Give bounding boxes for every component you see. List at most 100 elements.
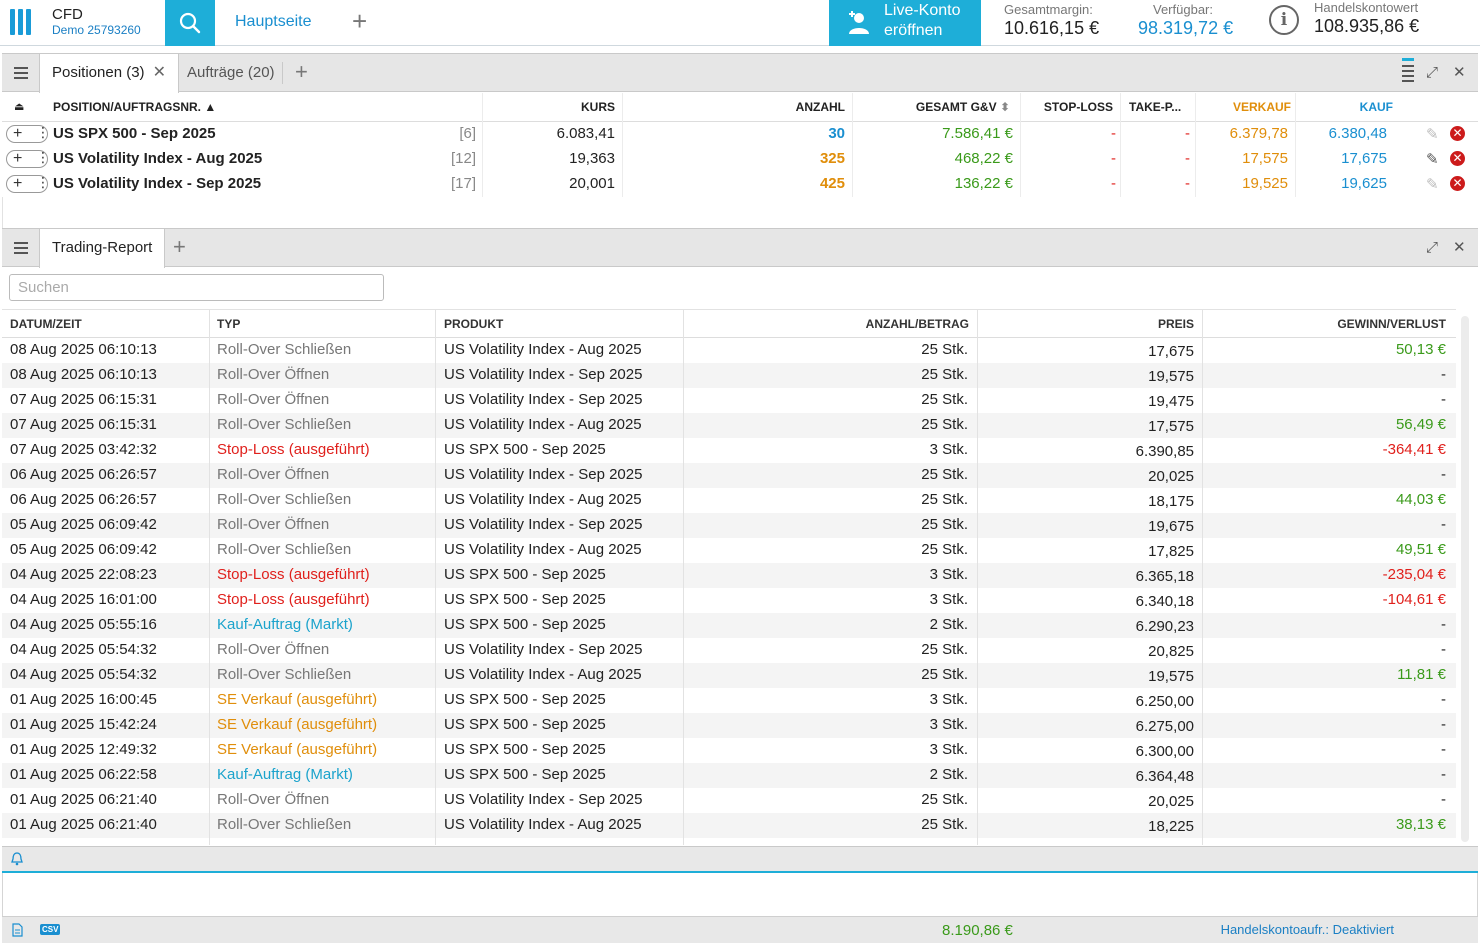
row-product: US SPX 500 - Sep 2025 bbox=[444, 741, 606, 758]
position-name[interactable]: US Volatility Index - Aug 2025 bbox=[53, 150, 263, 167]
report-row[interactable]: 04 Aug 2025 16:01:00 Stop-Loss (ausgeführ… bbox=[2, 588, 1456, 613]
row-product: US SPX 500 - Sep 2025 bbox=[444, 441, 606, 458]
col-product[interactable]: PRODUKT bbox=[444, 317, 504, 331]
report-row[interactable]: 04 Aug 2025 05:54:32 Roll-Over Öffnen US V… bbox=[2, 638, 1456, 663]
col-buy[interactable]: KAUF bbox=[1359, 100, 1393, 114]
row-actions-button[interactable]: + ⋮ bbox=[6, 125, 50, 143]
column-settings-icon[interactable] bbox=[1402, 58, 1414, 87]
buy-price[interactable]: 17,675 bbox=[1341, 150, 1387, 167]
close-position-icon[interactable]: ✕ bbox=[1450, 176, 1465, 191]
report-row[interactable]: 01 Aug 2025 06:22:58 Kauf-Auftrag (Markt)… bbox=[2, 763, 1456, 788]
buy-price[interactable]: 19,625 bbox=[1341, 175, 1387, 192]
collapse-all-icon[interactable]: ⏏ bbox=[14, 101, 25, 113]
tab-orders[interactable]: Aufträge (20) bbox=[187, 64, 275, 81]
add-tab-icon[interactable]: + bbox=[352, 6, 368, 36]
edit-icon[interactable]: ✎ bbox=[1426, 151, 1439, 168]
edit-icon[interactable]: ✎ bbox=[1426, 176, 1439, 193]
col-anzahl[interactable]: ANZAHL bbox=[795, 100, 845, 114]
row-product: US Volatility Index - Sep 2025 bbox=[444, 791, 643, 808]
col-datetime[interactable]: DATUM/ZEIT bbox=[10, 317, 82, 331]
take-profit-value[interactable]: - bbox=[1185, 125, 1190, 142]
row-type: Kauf-Auftrag (Markt) bbox=[217, 616, 353, 633]
report-row[interactable]: 07 Aug 2025 06:15:31 Roll-Over Schließen U… bbox=[2, 413, 1456, 438]
report-row[interactable]: 07 Aug 2025 03:42:32 Stop-Loss (ausgeführ… bbox=[2, 438, 1456, 463]
sell-price[interactable]: 17,575 bbox=[1242, 150, 1288, 167]
sell-price[interactable]: 6.379,78 bbox=[1229, 125, 1288, 142]
close-panel-icon[interactable]: ✕ bbox=[1453, 64, 1466, 81]
report-row[interactable]: 05 Aug 2025 06:09:42 Roll-Over Öffnen US V… bbox=[2, 513, 1456, 538]
col-total-pl[interactable]: GESAMT G&V ⬍ bbox=[852, 93, 1010, 121]
position-name[interactable]: US Volatility Index - Sep 2025 bbox=[53, 175, 262, 192]
row-product: US Volatility Index - Aug 2025 bbox=[444, 666, 642, 683]
report-scrollbar[interactable] bbox=[1461, 316, 1469, 842]
report-row[interactable]: 01 Aug 2025 16:00:45 SE Verkauf (ausgefüh… bbox=[2, 688, 1456, 713]
report-row[interactable]: 01 Aug 2025 12:49:32 SE Verkauf (ausgefüh… bbox=[2, 738, 1456, 763]
edit-icon[interactable]: ✎ bbox=[1426, 126, 1439, 143]
add-panel-tab-icon[interactable]: + bbox=[173, 234, 186, 259]
add-panel-tab-icon[interactable]: + bbox=[295, 59, 308, 84]
bell-icon[interactable] bbox=[11, 852, 23, 869]
col-profit-loss[interactable]: GEWINN/VERLUST bbox=[1337, 317, 1446, 331]
take-profit-value[interactable]: - bbox=[1185, 150, 1190, 167]
tab-positions[interactable]: Positionen (3) ✕ bbox=[39, 54, 179, 93]
position-row[interactable]: + ⋮ US Volatility Index - Aug 2025 [12] 1… bbox=[2, 147, 1478, 172]
report-row[interactable]: 04 Aug 2025 05:54:32 Roll-Over Schließen U… bbox=[2, 663, 1456, 688]
report-row[interactable]: 08 Aug 2025 06:10:13 Roll-Over Öffnen US V… bbox=[2, 363, 1456, 388]
col-amount[interactable]: ANZAHL/BETRAG bbox=[865, 317, 969, 331]
stop-loss-value[interactable]: - bbox=[1111, 175, 1116, 192]
tab-home[interactable]: Hauptseite bbox=[235, 13, 312, 30]
csv-export-icon[interactable]: CSV bbox=[40, 924, 61, 935]
position-quantity: 325 bbox=[819, 150, 845, 167]
stop-loss-value[interactable]: - bbox=[1111, 150, 1116, 167]
brand-name: CFD bbox=[52, 6, 83, 23]
buy-price[interactable]: 6.380,48 bbox=[1328, 125, 1387, 142]
panel-menu-icon[interactable] bbox=[14, 67, 28, 79]
sell-price[interactable]: 19,525 bbox=[1242, 175, 1288, 192]
col-type[interactable]: TYP bbox=[217, 317, 241, 331]
col-kurs[interactable]: KURS bbox=[580, 100, 615, 114]
row-datetime: 07 Aug 2025 06:15:31 bbox=[10, 391, 157, 408]
search-button[interactable] bbox=[165, 0, 215, 46]
document-icon[interactable] bbox=[12, 923, 23, 940]
report-row[interactable]: 04 Aug 2025 22:08:23 Stop-Loss (ausgeführ… bbox=[2, 563, 1456, 588]
report-row[interactable]: 06 Aug 2025 06:26:57 Roll-Over Öffnen US V… bbox=[2, 463, 1456, 488]
account-auth-status[interactable]: Handelskontoaufr.: Deaktiviert bbox=[1220, 922, 1394, 937]
row-profit-loss: - bbox=[1441, 366, 1446, 383]
position-name[interactable]: US SPX 500 - Sep 2025 bbox=[53, 125, 216, 142]
info-icon[interactable]: i bbox=[1269, 5, 1299, 35]
row-product: US Volatility Index - Sep 2025 bbox=[444, 516, 643, 533]
col-price[interactable]: PREIS bbox=[1157, 317, 1194, 331]
tab-trading-report[interactable]: Trading-Report bbox=[39, 229, 166, 268]
report-row[interactable]: 01 Aug 2025 06:21:40 Roll-Over Öffnen US V… bbox=[2, 788, 1456, 813]
close-tab-icon[interactable]: ✕ bbox=[152, 64, 166, 81]
position-kurs: 19,363 bbox=[569, 150, 615, 167]
close-position-icon[interactable]: ✕ bbox=[1450, 126, 1465, 141]
col-take-profit[interactable]: TAKE-P... bbox=[1129, 100, 1182, 114]
row-actions-button[interactable]: + ⋮ bbox=[6, 150, 50, 168]
position-row[interactable]: + ⋮ US Volatility Index - Sep 2025 [17] 2… bbox=[2, 172, 1478, 197]
col-sell[interactable]: VERKAUF bbox=[1232, 100, 1291, 114]
report-row[interactable]: 01 Aug 2025 06:21:40 Roll-Over Schließen U… bbox=[2, 813, 1456, 838]
take-profit-value[interactable]: - bbox=[1185, 175, 1190, 192]
col-position[interactable]: POSITION/AUFTRAGSNR. ▲ bbox=[53, 93, 216, 121]
col-stop-loss[interactable]: STOP-LOSS bbox=[1043, 100, 1113, 114]
maximize-icon[interactable]: ⤢ bbox=[1426, 64, 1439, 81]
report-row[interactable]: 08 Aug 2025 06:10:13 Roll-Over Schließen U… bbox=[2, 338, 1456, 363]
maximize-icon[interactable]: ⤢ bbox=[1426, 239, 1439, 256]
row-product: US SPX 500 - Sep 2025 bbox=[444, 766, 606, 783]
report-row[interactable]: 04 Aug 2025 05:55:16 Kauf-Auftrag (Markt)… bbox=[2, 613, 1456, 638]
total-margin-value: 10.616,15 € bbox=[1004, 18, 1100, 38]
report-row[interactable]: 05 Aug 2025 06:09:42 Roll-Over Schließen U… bbox=[2, 538, 1456, 563]
open-live-account-button[interactable]: Live-Konto eröffnen bbox=[829, 0, 981, 46]
report-row[interactable]: 07 Aug 2025 06:15:31 Roll-Over Öffnen US V… bbox=[2, 388, 1456, 413]
row-actions-button[interactable]: + ⋮ bbox=[6, 175, 50, 193]
panel-menu-icon[interactable] bbox=[14, 242, 28, 254]
search-input[interactable] bbox=[9, 274, 384, 301]
account-value-label: Handelskontowert bbox=[1314, 0, 1419, 15]
close-position-icon[interactable]: ✕ bbox=[1450, 151, 1465, 166]
close-panel-icon[interactable]: ✕ bbox=[1453, 239, 1466, 256]
report-row[interactable]: 06 Aug 2025 06:26:57 Roll-Over Schließen U… bbox=[2, 488, 1456, 513]
report-row[interactable]: 01 Aug 2025 15:42:24 SE Verkauf (ausgefüh… bbox=[2, 713, 1456, 738]
stop-loss-value[interactable]: - bbox=[1111, 125, 1116, 142]
position-row[interactable]: + ⋮ US SPX 500 - Sep 2025 [6] 6.083,41 30… bbox=[2, 122, 1478, 147]
